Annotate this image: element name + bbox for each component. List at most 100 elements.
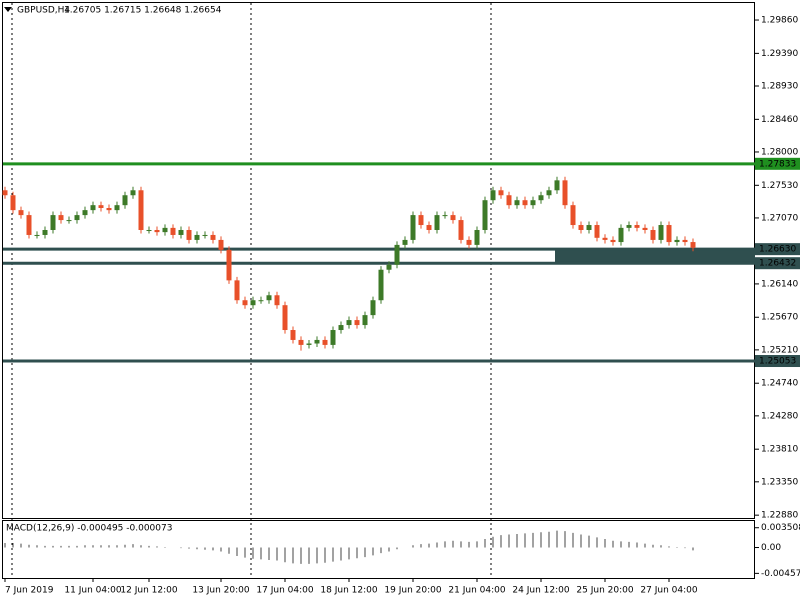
candle-body [306,343,312,345]
candle-body [418,215,424,226]
candle-body [562,180,568,206]
candle-body [546,190,552,196]
macd-y-tick-label: -0.004579 [761,569,800,579]
candle-body [146,229,152,231]
y-tick-label: 1.24280 [761,411,798,421]
candle-body [474,229,480,245]
candle-body [162,227,168,233]
candle-body [314,339,320,344]
candle-body [626,225,632,228]
candle-body [690,242,696,248]
candle-body [682,239,688,243]
candle-body [218,239,224,250]
y-tick-label: 1.28000 [761,147,798,157]
candle-body [226,249,232,281]
candle-body [114,205,120,211]
x-tick-label: 25 Jun 20:00 [576,586,633,596]
candle-body [90,205,96,211]
candle-body [194,234,200,240]
candle-body [290,330,296,340]
x-tick-label: 24 Jun 12:00 [512,586,569,596]
candle-body [578,225,584,230]
candle-body [378,269,384,301]
y-tick-label: 1.28460 [761,115,798,125]
candle-body [514,200,520,206]
candle-body [370,300,376,316]
candle-body [618,227,624,243]
level-label: 1.27833 [759,159,796,169]
candle-body [266,295,272,301]
candle-body [58,215,64,221]
zone-box [555,249,755,264]
candle-body [522,200,528,206]
candle-body [570,205,576,226]
candle-body [178,229,184,235]
y-tick-label: 1.27070 [761,213,798,223]
x-tick-label: 21 Jun 04:00 [448,586,505,596]
level-label: 1.25053 [759,357,796,367]
candle-body [530,200,536,206]
candle-body [658,225,664,240]
candle-body [450,215,456,221]
y-tick-label: 1.25670 [761,313,798,323]
candle-body [346,320,352,326]
candle-body [410,215,416,240]
level-label-box [755,157,800,170]
candle-body [602,237,608,240]
y-tick-label: 1.28930 [761,81,798,91]
candle-body [322,339,328,345]
candle-body [138,190,144,230]
candle-body [258,300,264,302]
y-tick-label: 1.27530 [761,181,798,191]
y-tick-label: 1.26140 [761,279,798,289]
candle-body [338,325,344,331]
x-tick-label: 18 Jun 12:00 [320,586,377,596]
candle-body [458,220,464,240]
candle-body [202,234,208,236]
ohlc-label: 1.26705 1.26715 1.26648 1.26654 [64,6,222,16]
candle-body [234,280,240,301]
y-tick-label: 1.29860 [761,16,798,26]
candle-body [394,244,400,265]
level-label: 1.26432 [759,259,796,269]
candle-body [210,234,216,240]
candle-body [538,195,544,201]
candle-body [466,239,472,245]
x-tick-label: 13 Jun 20:00 [192,586,249,596]
chart-title: GBPUSD,H4 [17,6,70,16]
x-tick-label: 27 Jun 04:00 [640,586,697,596]
x-tick-label: 19 Jun 20:00 [384,586,441,596]
candle-body [650,229,656,240]
candle-body [362,315,368,326]
candle-body [98,205,104,209]
candle-body [354,320,360,326]
candle-body [434,215,440,230]
candle-body [426,225,432,230]
candle-body [282,305,288,331]
candle-body [106,208,112,211]
candle-body [18,210,24,216]
candle-body [642,227,648,230]
candle-body [402,239,408,245]
candle-body [74,215,80,221]
candle-body [490,190,496,201]
candle-body [186,229,192,240]
y-tick-label: 1.23350 [761,477,798,487]
candle-body [594,225,600,238]
x-tick-label: 11 Jun 04:00 [64,586,121,596]
candle-body [386,264,392,270]
macd-y-tick-label: 0.00 [761,543,781,553]
candle-body [82,210,88,216]
candle-body [330,330,336,345]
macd-y-tick-label: 0.003508 [761,523,800,533]
macd-label: MACD(12,26,9) -0.000495 -0.000073 [6,524,172,534]
candle-body [10,195,16,211]
x-tick-label: 17 Jun 04:00 [256,586,313,596]
macd-panel [2,520,755,579]
menu-arrow[interactable] [4,7,12,12]
candle-body [506,195,512,206]
candle-body [154,229,160,233]
candle-body [170,227,176,235]
candle-body [482,200,488,230]
candle-body [298,339,304,345]
